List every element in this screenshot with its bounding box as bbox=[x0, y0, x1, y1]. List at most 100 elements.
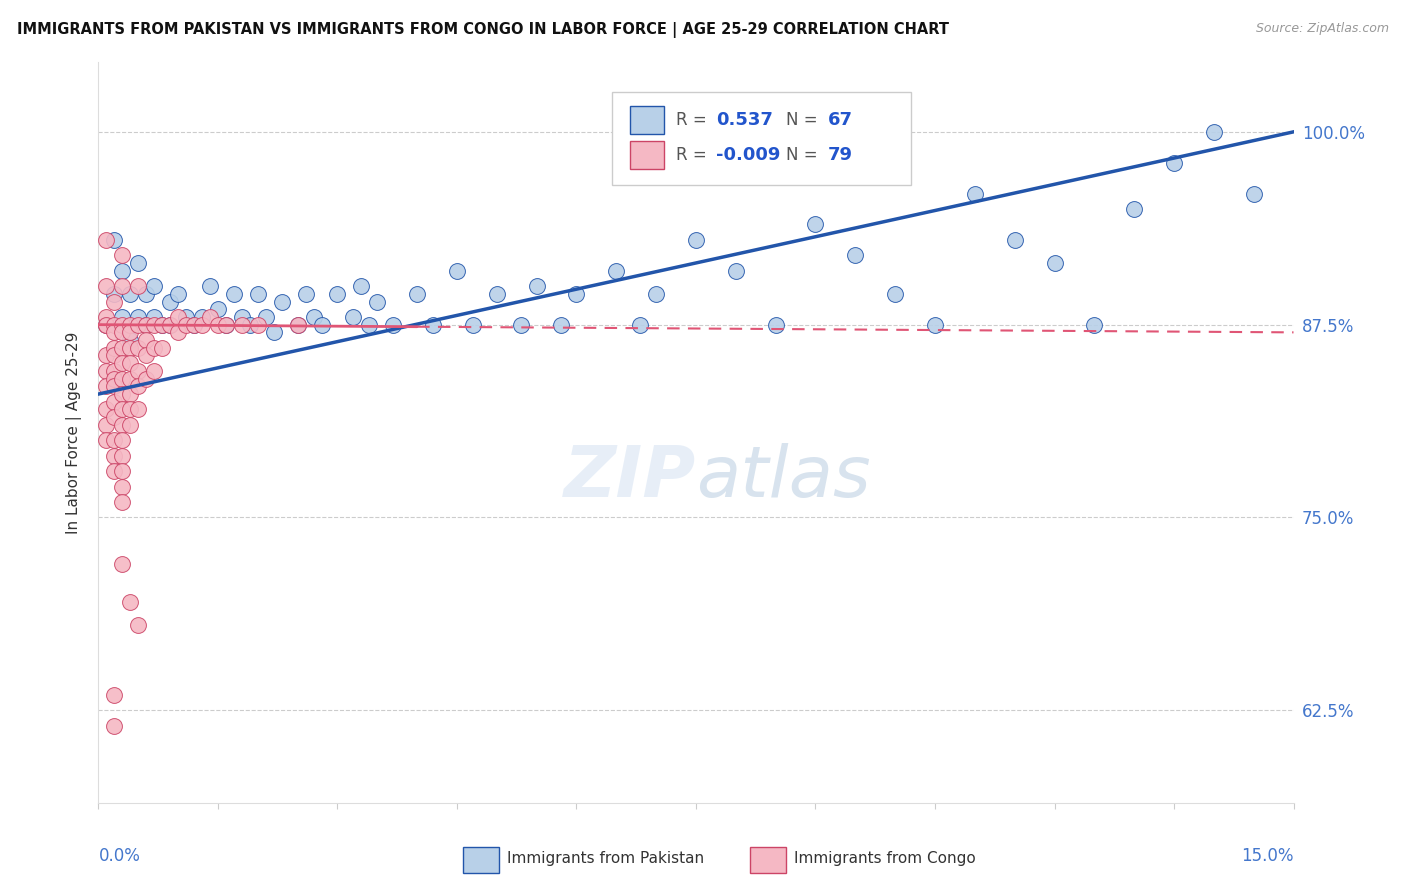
Point bbox=[103, 719, 125, 733]
Point bbox=[263, 326, 285, 340]
Point bbox=[127, 256, 149, 270]
Point bbox=[111, 371, 134, 385]
Point bbox=[167, 286, 190, 301]
Text: IMMIGRANTS FROM PAKISTAN VS IMMIGRANTS FROM CONGO IN LABOR FORCE | AGE 25-29 COR: IMMIGRANTS FROM PAKISTAN VS IMMIGRANTS F… bbox=[17, 22, 949, 38]
Text: Immigrants from Congo: Immigrants from Congo bbox=[794, 851, 976, 866]
Point bbox=[135, 318, 157, 332]
Text: N =: N = bbox=[786, 112, 817, 129]
Point bbox=[1123, 202, 1146, 216]
Point bbox=[963, 186, 986, 201]
Point bbox=[287, 318, 309, 332]
Text: N =: N = bbox=[786, 146, 817, 164]
Point bbox=[167, 310, 190, 324]
Point bbox=[1202, 125, 1225, 139]
Point bbox=[254, 310, 277, 324]
Point bbox=[302, 310, 325, 324]
Point bbox=[1004, 233, 1026, 247]
Point bbox=[215, 318, 238, 332]
Point bbox=[103, 318, 125, 332]
Point bbox=[382, 318, 405, 332]
Point bbox=[135, 371, 157, 385]
Point bbox=[526, 279, 548, 293]
Point bbox=[120, 333, 142, 347]
Point bbox=[924, 318, 946, 332]
Point bbox=[246, 318, 269, 332]
Point bbox=[326, 286, 349, 301]
Point bbox=[111, 449, 134, 463]
Point bbox=[1163, 155, 1185, 169]
Point bbox=[103, 371, 125, 385]
Point bbox=[111, 434, 134, 448]
Point bbox=[96, 434, 118, 448]
Point bbox=[127, 618, 149, 632]
Point bbox=[127, 310, 149, 324]
Point bbox=[724, 263, 747, 277]
Point bbox=[111, 464, 134, 478]
Point bbox=[111, 417, 134, 432]
Y-axis label: In Labor Force | Age 25-29: In Labor Force | Age 25-29 bbox=[66, 332, 83, 533]
Point bbox=[111, 557, 134, 571]
Point bbox=[127, 364, 149, 378]
Point bbox=[645, 286, 668, 301]
Point bbox=[103, 379, 125, 393]
Point bbox=[207, 302, 229, 317]
Point bbox=[120, 417, 142, 432]
Point bbox=[159, 294, 181, 309]
Text: -0.009: -0.009 bbox=[716, 146, 780, 164]
Text: Immigrants from Pakistan: Immigrants from Pakistan bbox=[508, 851, 704, 866]
Point bbox=[103, 394, 125, 409]
FancyBboxPatch shape bbox=[613, 92, 911, 185]
Point bbox=[183, 318, 205, 332]
Point bbox=[150, 318, 173, 332]
Point bbox=[120, 371, 142, 385]
Point bbox=[135, 349, 157, 363]
Point bbox=[120, 286, 142, 301]
Point bbox=[198, 279, 221, 293]
Point bbox=[103, 349, 125, 363]
Point bbox=[96, 233, 118, 247]
Point bbox=[103, 286, 125, 301]
Point bbox=[150, 318, 173, 332]
Point bbox=[565, 286, 588, 301]
Text: 0.537: 0.537 bbox=[716, 112, 773, 129]
Point bbox=[183, 318, 205, 332]
Point bbox=[96, 279, 118, 293]
Point bbox=[120, 341, 142, 355]
Point bbox=[406, 286, 429, 301]
Point bbox=[103, 233, 125, 247]
Point bbox=[103, 364, 125, 378]
Point bbox=[96, 364, 118, 378]
Point bbox=[111, 480, 134, 494]
Text: Source: ZipAtlas.com: Source: ZipAtlas.com bbox=[1256, 22, 1389, 36]
Point bbox=[222, 286, 245, 301]
Point bbox=[96, 318, 118, 332]
Point bbox=[287, 318, 309, 332]
Point bbox=[150, 341, 173, 355]
Text: 0.0%: 0.0% bbox=[98, 847, 141, 865]
Point bbox=[96, 417, 118, 432]
Point bbox=[215, 318, 238, 332]
Point bbox=[844, 248, 866, 262]
Point bbox=[143, 279, 166, 293]
Point bbox=[103, 341, 125, 355]
Point bbox=[366, 294, 388, 309]
Point bbox=[120, 356, 142, 370]
Point bbox=[127, 402, 149, 417]
Point bbox=[198, 310, 221, 324]
Point bbox=[111, 326, 134, 340]
Point bbox=[143, 364, 166, 378]
Point bbox=[294, 286, 316, 301]
Point bbox=[350, 279, 373, 293]
Point bbox=[239, 318, 262, 332]
Point bbox=[111, 248, 134, 262]
Point bbox=[159, 318, 181, 332]
Point bbox=[111, 341, 134, 355]
Point bbox=[111, 402, 134, 417]
Point bbox=[231, 310, 253, 324]
Point bbox=[191, 310, 214, 324]
FancyBboxPatch shape bbox=[749, 847, 786, 873]
Point bbox=[231, 318, 253, 332]
Point bbox=[120, 387, 142, 401]
Point bbox=[605, 263, 627, 277]
Point bbox=[246, 286, 269, 301]
